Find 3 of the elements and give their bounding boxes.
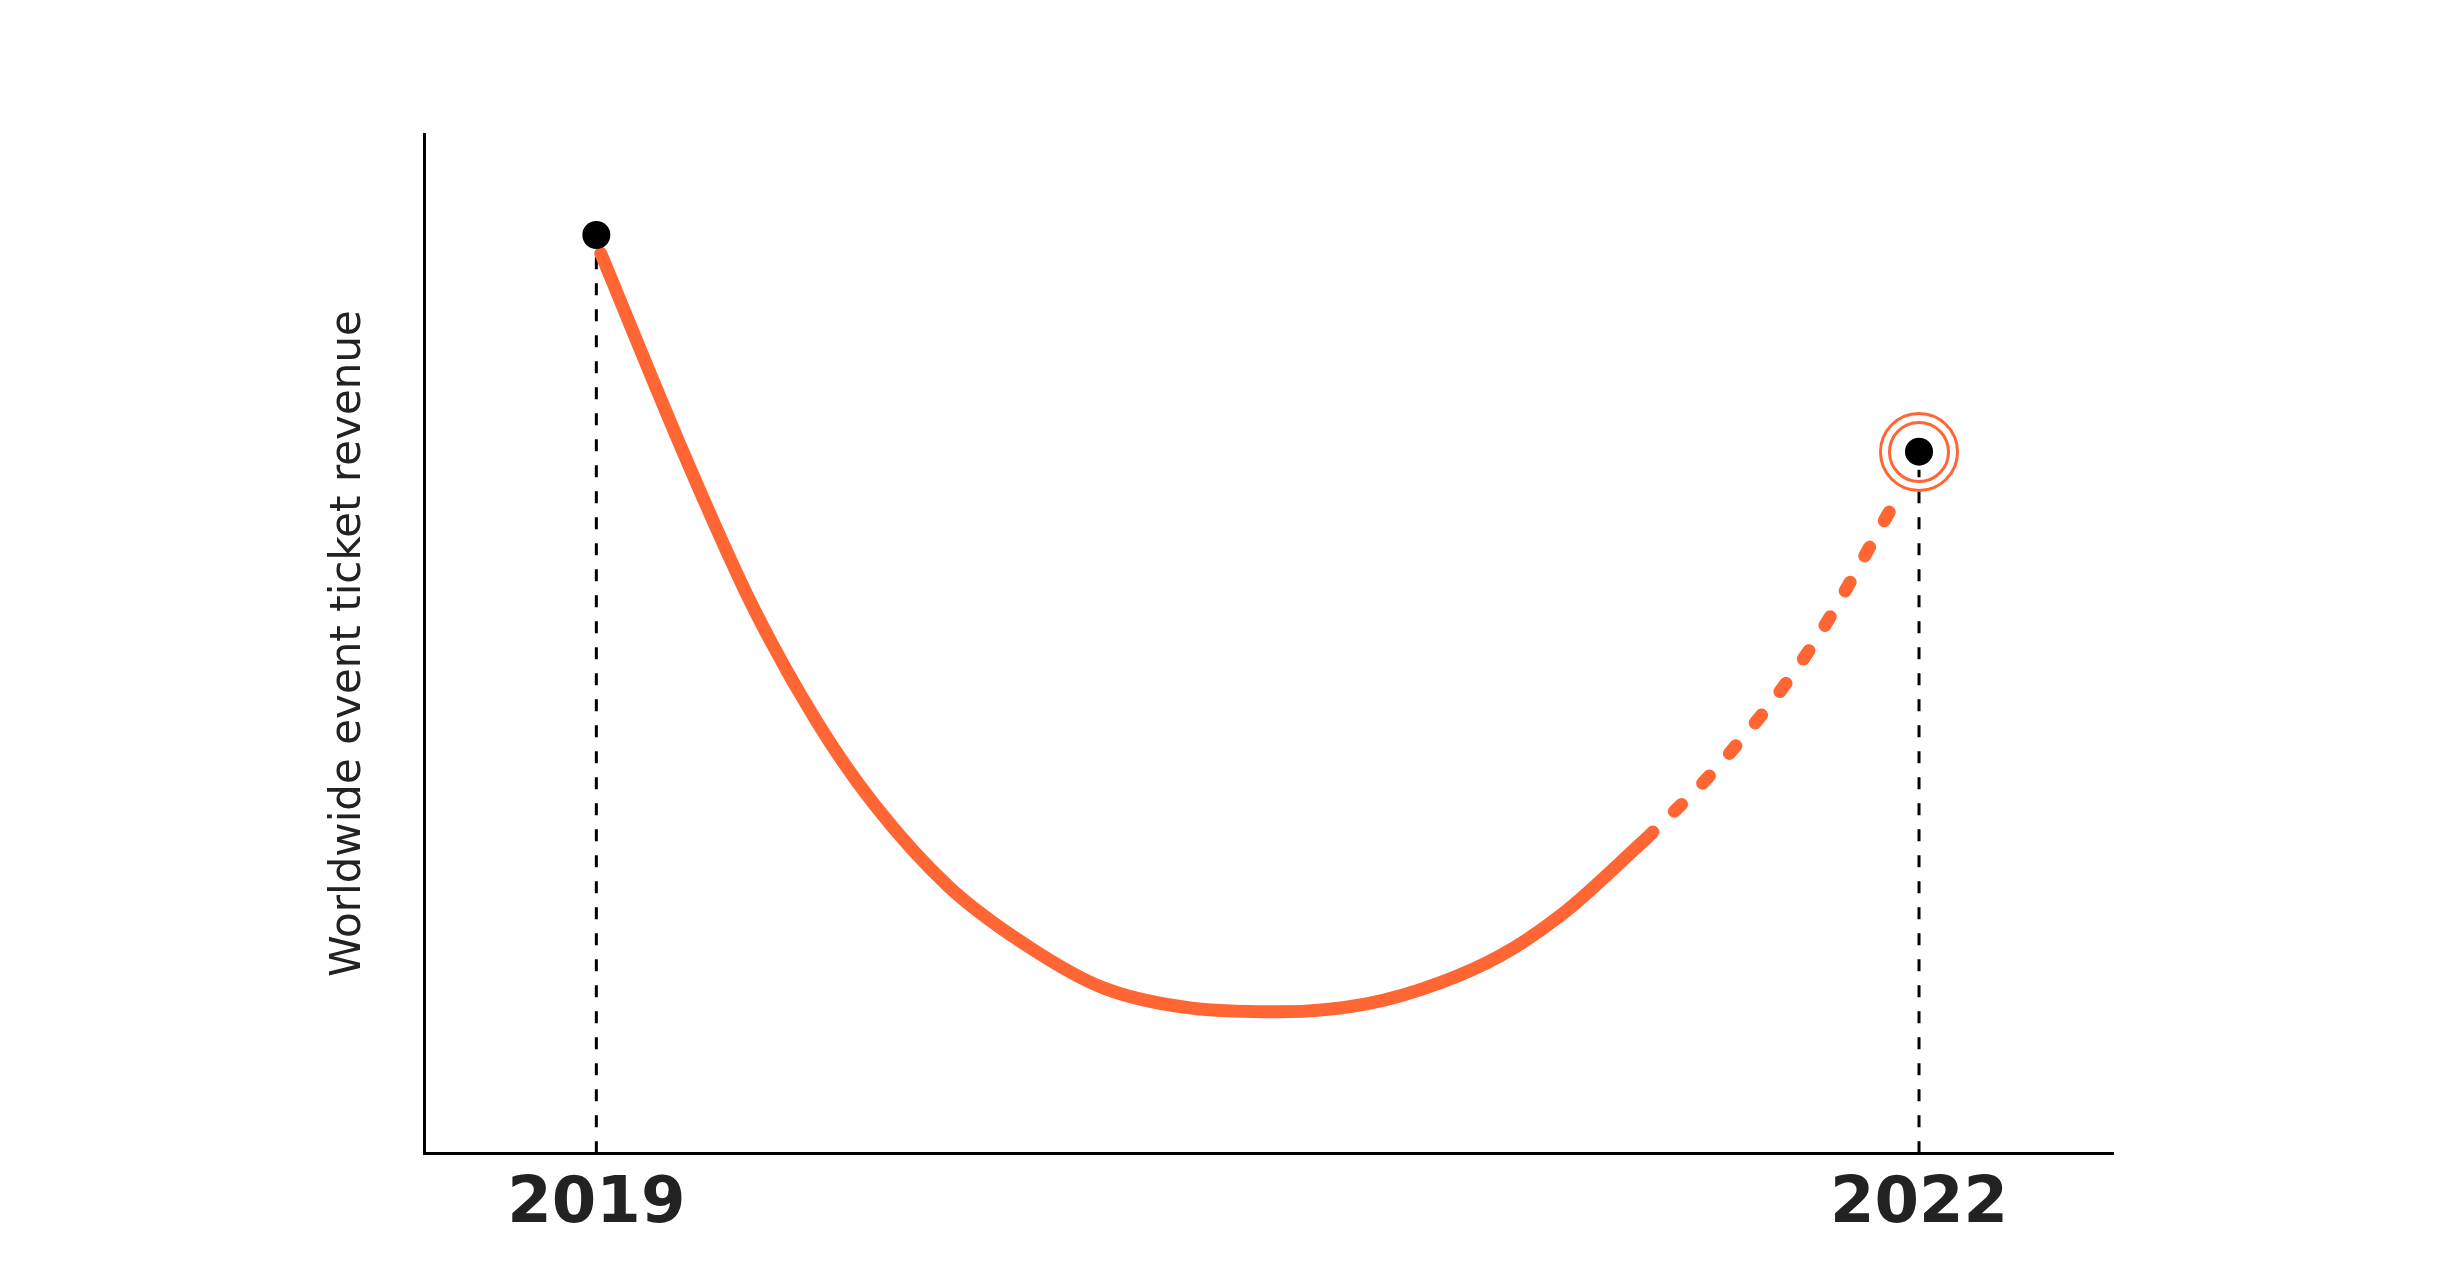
x-tick-label: 2022 — [1829, 1163, 2009, 1238]
x-tick-label: 2019 — [507, 1163, 686, 1238]
y-axis-title: Worldwide event ticket revenue — [321, 310, 371, 978]
